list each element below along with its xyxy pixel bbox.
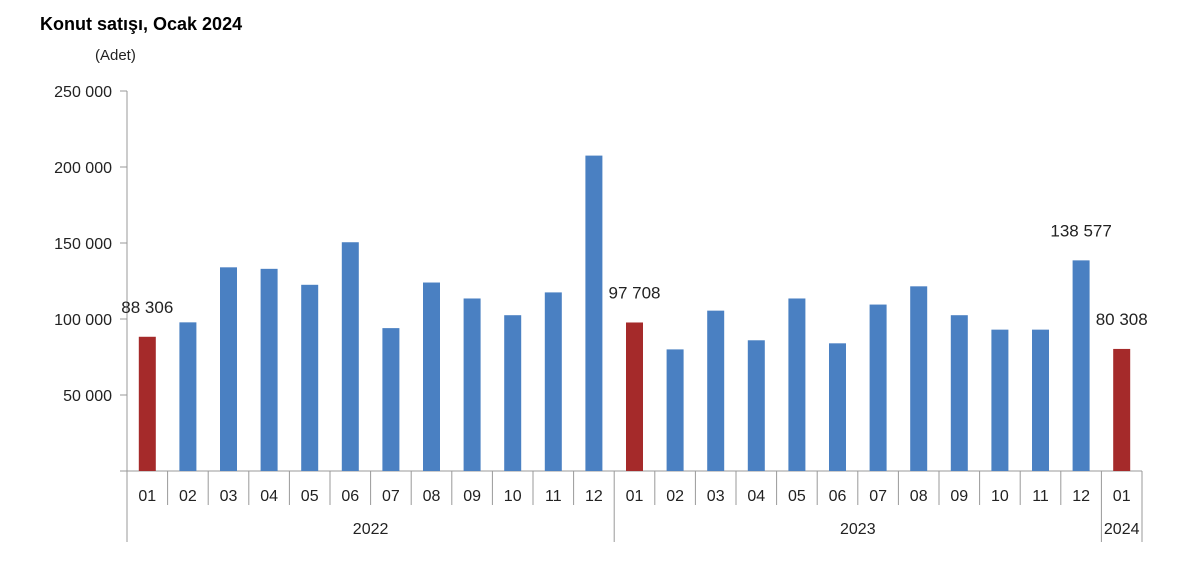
y-tick-label: 150 000 xyxy=(54,236,112,253)
data-label: 80 308 xyxy=(1096,310,1148,329)
y-axis-unit-label: (Adet) xyxy=(95,47,136,64)
bar xyxy=(301,284,319,471)
bar xyxy=(382,328,400,471)
bar xyxy=(626,322,643,471)
bar xyxy=(707,310,725,471)
bar xyxy=(991,329,1009,471)
bar xyxy=(950,315,968,471)
x-tick-label: 09 xyxy=(463,488,481,505)
bar xyxy=(1113,348,1131,471)
bar xyxy=(1032,329,1049,471)
bar xyxy=(220,267,237,471)
bar xyxy=(260,268,278,471)
chart-title: Konut satışı, Ocak 2024 xyxy=(40,14,243,34)
x-tick-label: 11 xyxy=(545,488,562,505)
bar xyxy=(504,315,522,471)
x-tick-label: 12 xyxy=(1072,488,1090,505)
bar xyxy=(423,282,440,471)
x-tick-label: 01 xyxy=(1113,488,1131,505)
bar xyxy=(829,343,846,471)
x-tick-label: 05 xyxy=(788,488,806,505)
x-tick-label: 03 xyxy=(220,488,238,505)
x-tick-label: 07 xyxy=(869,488,887,505)
x-tick-label: 09 xyxy=(950,488,968,505)
y-tick-label: 100 000 xyxy=(54,312,112,329)
x-tick-label: 08 xyxy=(423,488,441,505)
x-tick-label: 06 xyxy=(829,488,847,505)
bar xyxy=(869,304,887,471)
year-group-label: 2024 xyxy=(1104,521,1140,538)
x-tick-label: 04 xyxy=(260,488,278,505)
x-tick-label: 02 xyxy=(666,488,684,505)
x-tick-label: 05 xyxy=(301,488,319,505)
x-tick-label: 06 xyxy=(341,488,359,505)
x-tick-label: 10 xyxy=(504,488,522,505)
bar xyxy=(544,292,562,471)
bar xyxy=(341,242,359,471)
y-tick-label: 50 000 xyxy=(63,388,112,405)
x-tick-label: 04 xyxy=(747,488,765,505)
x-tick-label: 01 xyxy=(138,488,156,505)
data-label: 138 577 xyxy=(1050,221,1111,240)
x-tick-label: 08 xyxy=(910,488,928,505)
x-tick-label: 10 xyxy=(991,488,1009,505)
y-tick-label: 250 000 xyxy=(54,84,112,101)
x-tick-label: 12 xyxy=(585,488,603,505)
bar xyxy=(138,336,156,471)
data-label: 88 306 xyxy=(121,298,173,317)
bar xyxy=(463,298,481,471)
bar xyxy=(1072,260,1090,471)
bar xyxy=(747,340,765,471)
year-group-label: 2022 xyxy=(353,521,389,538)
data-label: 97 708 xyxy=(609,283,661,302)
bar xyxy=(666,349,684,471)
x-tick-label: 03 xyxy=(707,488,725,505)
year-group-label: 2023 xyxy=(840,521,876,538)
bar xyxy=(179,322,197,471)
x-tick-label: 01 xyxy=(626,488,644,505)
bar xyxy=(910,286,928,471)
bar xyxy=(788,298,806,471)
bar xyxy=(585,155,603,471)
x-tick-label: 11 xyxy=(1032,488,1049,505)
x-tick-label: 07 xyxy=(382,488,400,505)
x-tick-label: 02 xyxy=(179,488,197,505)
y-tick-label: 200 000 xyxy=(54,160,112,177)
